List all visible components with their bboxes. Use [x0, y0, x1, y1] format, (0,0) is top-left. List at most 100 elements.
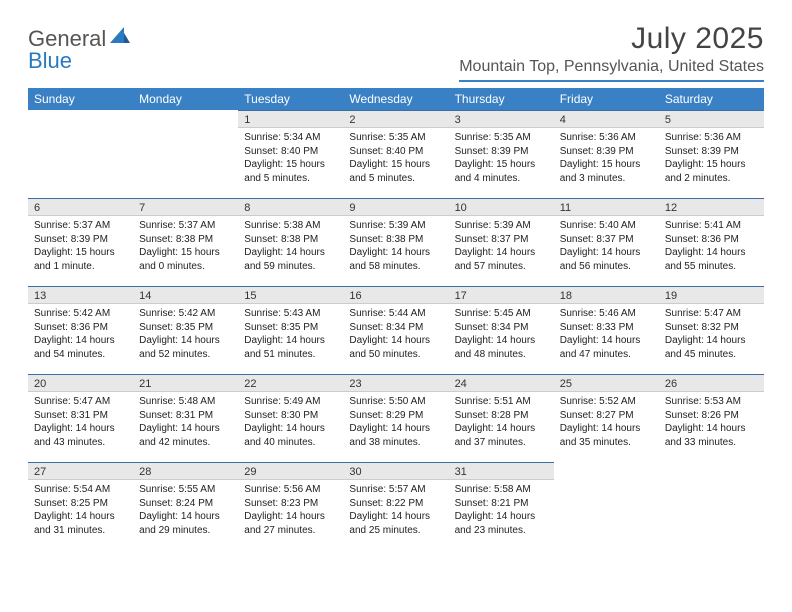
sunset-text: Sunset: 8:37 PM: [560, 233, 653, 247]
calendar-day-cell: 21Sunrise: 5:48 AMSunset: 8:31 PMDayligh…: [133, 374, 238, 462]
day-number: 17: [449, 286, 554, 304]
day-number: 30: [343, 462, 448, 480]
sunset-text: Sunset: 8:27 PM: [560, 409, 653, 423]
sunset-text: Sunset: 8:32 PM: [665, 321, 758, 335]
sunrise-text: Sunrise: 5:35 AM: [455, 131, 548, 145]
day-number: 9: [343, 198, 448, 216]
daylight-text: Daylight: 14 hours and 54 minutes.: [34, 334, 127, 361]
sunset-text: Sunset: 8:26 PM: [665, 409, 758, 423]
sunrise-text: Sunrise: 5:40 AM: [560, 219, 653, 233]
sunrise-text: Sunrise: 5:47 AM: [34, 395, 127, 409]
day-content: Sunrise: 5:43 AMSunset: 8:35 PMDaylight:…: [238, 304, 343, 363]
daylight-text: Daylight: 15 hours and 4 minutes.: [455, 158, 548, 185]
day-number: 29: [238, 462, 343, 480]
sunset-text: Sunset: 8:24 PM: [139, 497, 232, 511]
day-content: Sunrise: 5:57 AMSunset: 8:22 PMDaylight:…: [343, 480, 448, 539]
sunset-text: Sunset: 8:34 PM: [349, 321, 442, 335]
day-content: Sunrise: 5:51 AMSunset: 8:28 PMDaylight:…: [449, 392, 554, 451]
day-number: 26: [659, 374, 764, 392]
sunrise-text: Sunrise: 5:52 AM: [560, 395, 653, 409]
calendar-day-cell: 20Sunrise: 5:47 AMSunset: 8:31 PMDayligh…: [28, 374, 133, 462]
day-header: Friday: [554, 88, 659, 110]
day-header: Thursday: [449, 88, 554, 110]
day-number: 7: [133, 198, 238, 216]
sunrise-text: Sunrise: 5:37 AM: [34, 219, 127, 233]
sunrise-text: Sunrise: 5:57 AM: [349, 483, 442, 497]
daylight-text: Daylight: 14 hours and 23 minutes.: [455, 510, 548, 537]
daylight-text: Daylight: 15 hours and 5 minutes.: [349, 158, 442, 185]
calendar-week-row: 6Sunrise: 5:37 AMSunset: 8:39 PMDaylight…: [28, 198, 764, 286]
daylight-text: Daylight: 14 hours and 58 minutes.: [349, 246, 442, 273]
daylight-text: Daylight: 14 hours and 48 minutes.: [455, 334, 548, 361]
sunset-text: Sunset: 8:29 PM: [349, 409, 442, 423]
day-content: Sunrise: 5:35 AMSunset: 8:39 PMDaylight:…: [449, 128, 554, 187]
day-number: 19: [659, 286, 764, 304]
daylight-text: Daylight: 14 hours and 59 minutes.: [244, 246, 337, 273]
day-content: Sunrise: 5:55 AMSunset: 8:24 PMDaylight:…: [133, 480, 238, 539]
sunset-text: Sunset: 8:37 PM: [455, 233, 548, 247]
calendar-day-cell: 10Sunrise: 5:39 AMSunset: 8:37 PMDayligh…: [449, 198, 554, 286]
day-content: Sunrise: 5:34 AMSunset: 8:40 PMDaylight:…: [238, 128, 343, 187]
day-number: 1: [238, 110, 343, 128]
daylight-text: Daylight: 14 hours and 40 minutes.: [244, 422, 337, 449]
calendar-day-cell: 29Sunrise: 5:56 AMSunset: 8:23 PMDayligh…: [238, 462, 343, 550]
daylight-text: Daylight: 14 hours and 56 minutes.: [560, 246, 653, 273]
day-content: Sunrise: 5:39 AMSunset: 8:38 PMDaylight:…: [343, 216, 448, 275]
sunset-text: Sunset: 8:33 PM: [560, 321, 653, 335]
daylight-text: Daylight: 14 hours and 35 minutes.: [560, 422, 653, 449]
sunrise-text: Sunrise: 5:38 AM: [244, 219, 337, 233]
calendar-day-cell: 1Sunrise: 5:34 AMSunset: 8:40 PMDaylight…: [238, 110, 343, 198]
sunrise-text: Sunrise: 5:47 AM: [665, 307, 758, 321]
sunset-text: Sunset: 8:39 PM: [665, 145, 758, 159]
day-number: 5: [659, 110, 764, 128]
day-content: Sunrise: 5:38 AMSunset: 8:38 PMDaylight:…: [238, 216, 343, 275]
sunset-text: Sunset: 8:36 PM: [665, 233, 758, 247]
calendar-day-cell: 31Sunrise: 5:58 AMSunset: 8:21 PMDayligh…: [449, 462, 554, 550]
day-number: 16: [343, 286, 448, 304]
sunrise-text: Sunrise: 5:46 AM: [560, 307, 653, 321]
sunrise-text: Sunrise: 5:54 AM: [34, 483, 127, 497]
month-title: July 2025: [459, 22, 764, 56]
day-number: 20: [28, 374, 133, 392]
sunrise-text: Sunrise: 5:50 AM: [349, 395, 442, 409]
daylight-text: Daylight: 14 hours and 52 minutes.: [139, 334, 232, 361]
logo-text-blue: Blue: [28, 48, 72, 74]
sunset-text: Sunset: 8:39 PM: [560, 145, 653, 159]
day-content: Sunrise: 5:35 AMSunset: 8:40 PMDaylight:…: [343, 128, 448, 187]
day-content: Sunrise: 5:52 AMSunset: 8:27 PMDaylight:…: [554, 392, 659, 451]
day-content: Sunrise: 5:40 AMSunset: 8:37 PMDaylight:…: [554, 216, 659, 275]
title-block: July 2025 Mountain Top, Pennsylvania, Un…: [459, 22, 764, 82]
day-content: Sunrise: 5:50 AMSunset: 8:29 PMDaylight:…: [343, 392, 448, 451]
day-header: Wednesday: [343, 88, 448, 110]
sunset-text: Sunset: 8:30 PM: [244, 409, 337, 423]
day-number: 31: [449, 462, 554, 480]
sunset-text: Sunset: 8:25 PM: [34, 497, 127, 511]
daylight-text: Daylight: 14 hours and 57 minutes.: [455, 246, 548, 273]
day-content: Sunrise: 5:47 AMSunset: 8:32 PMDaylight:…: [659, 304, 764, 363]
calendar-day-cell: 11Sunrise: 5:40 AMSunset: 8:37 PMDayligh…: [554, 198, 659, 286]
sunrise-text: Sunrise: 5:36 AM: [665, 131, 758, 145]
sunset-text: Sunset: 8:40 PM: [349, 145, 442, 159]
calendar-day-cell: 9Sunrise: 5:39 AMSunset: 8:38 PMDaylight…: [343, 198, 448, 286]
header: General July 2025 Mountain Top, Pennsylv…: [28, 22, 764, 82]
sunrise-text: Sunrise: 5:37 AM: [139, 219, 232, 233]
sunset-text: Sunset: 8:39 PM: [34, 233, 127, 247]
calendar-day-cell: 8Sunrise: 5:38 AMSunset: 8:38 PMDaylight…: [238, 198, 343, 286]
calendar-day-cell: 6Sunrise: 5:37 AMSunset: 8:39 PMDaylight…: [28, 198, 133, 286]
sunrise-text: Sunrise: 5:55 AM: [139, 483, 232, 497]
day-content: Sunrise: 5:37 AMSunset: 8:39 PMDaylight:…: [28, 216, 133, 275]
day-content: Sunrise: 5:47 AMSunset: 8:31 PMDaylight:…: [28, 392, 133, 451]
calendar-week-row: 13Sunrise: 5:42 AMSunset: 8:36 PMDayligh…: [28, 286, 764, 374]
location-text: Mountain Top, Pennsylvania, United State…: [459, 58, 764, 82]
daylight-text: Daylight: 14 hours and 51 minutes.: [244, 334, 337, 361]
calendar-empty-cell: [133, 110, 238, 198]
day-content: Sunrise: 5:48 AMSunset: 8:31 PMDaylight:…: [133, 392, 238, 451]
sunrise-text: Sunrise: 5:39 AM: [349, 219, 442, 233]
daylight-text: Daylight: 15 hours and 3 minutes.: [560, 158, 653, 185]
sunrise-text: Sunrise: 5:45 AM: [455, 307, 548, 321]
daylight-text: Daylight: 14 hours and 29 minutes.: [139, 510, 232, 537]
sunset-text: Sunset: 8:34 PM: [455, 321, 548, 335]
sunset-text: Sunset: 8:28 PM: [455, 409, 548, 423]
day-number: 15: [238, 286, 343, 304]
day-content: Sunrise: 5:49 AMSunset: 8:30 PMDaylight:…: [238, 392, 343, 451]
